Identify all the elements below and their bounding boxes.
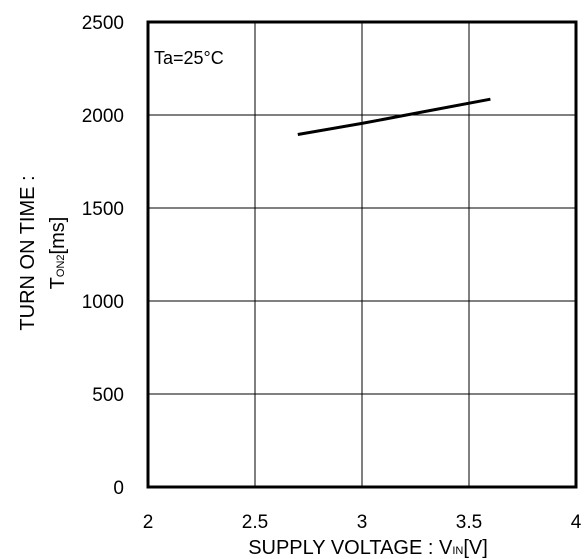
x-tick-label: 2.5 xyxy=(242,512,268,533)
x-tick-label: 2 xyxy=(143,512,154,533)
grid-lines xyxy=(147,21,577,488)
plot-frame xyxy=(146,20,578,489)
y-tick-label: 2500 xyxy=(82,13,124,34)
plot-area xyxy=(297,97,491,137)
x-tick-label: 4 xyxy=(571,512,582,533)
y-tick-label: 500 xyxy=(92,385,124,406)
y-label-unit: [ms] xyxy=(47,217,69,255)
x-tick-label: 3.5 xyxy=(456,512,482,533)
y-tick-label: 1500 xyxy=(82,199,124,220)
series-line xyxy=(297,97,491,137)
x-label-unit: [V] xyxy=(463,537,487,559)
y-label-main: T xyxy=(47,277,69,289)
x-tick-labels: 2 2.5 3 3.5 4 xyxy=(143,512,582,533)
x-axis-label: SUPPLY VOLTAGE : VIN[V] xyxy=(248,537,488,559)
y-axis-label-line2: TON2[ms] xyxy=(47,217,69,290)
y-tick-labels: 0 500 1000 1500 2000 2500 xyxy=(82,13,124,499)
x-label-main: SUPPLY VOLTAGE : V xyxy=(248,537,453,559)
y-axis-label-line1: TURN ON TIME : xyxy=(17,175,39,330)
y-tick-label: 2000 xyxy=(82,106,124,127)
y-tick-label: 0 xyxy=(113,478,124,499)
x-tick-label: 3 xyxy=(357,512,368,533)
x-label-subscript: IN xyxy=(452,545,463,557)
y-tick-label: 1000 xyxy=(82,292,124,313)
y-label-subscript: ON2 xyxy=(55,254,67,277)
annotation: Ta=25°C xyxy=(154,48,224,68)
